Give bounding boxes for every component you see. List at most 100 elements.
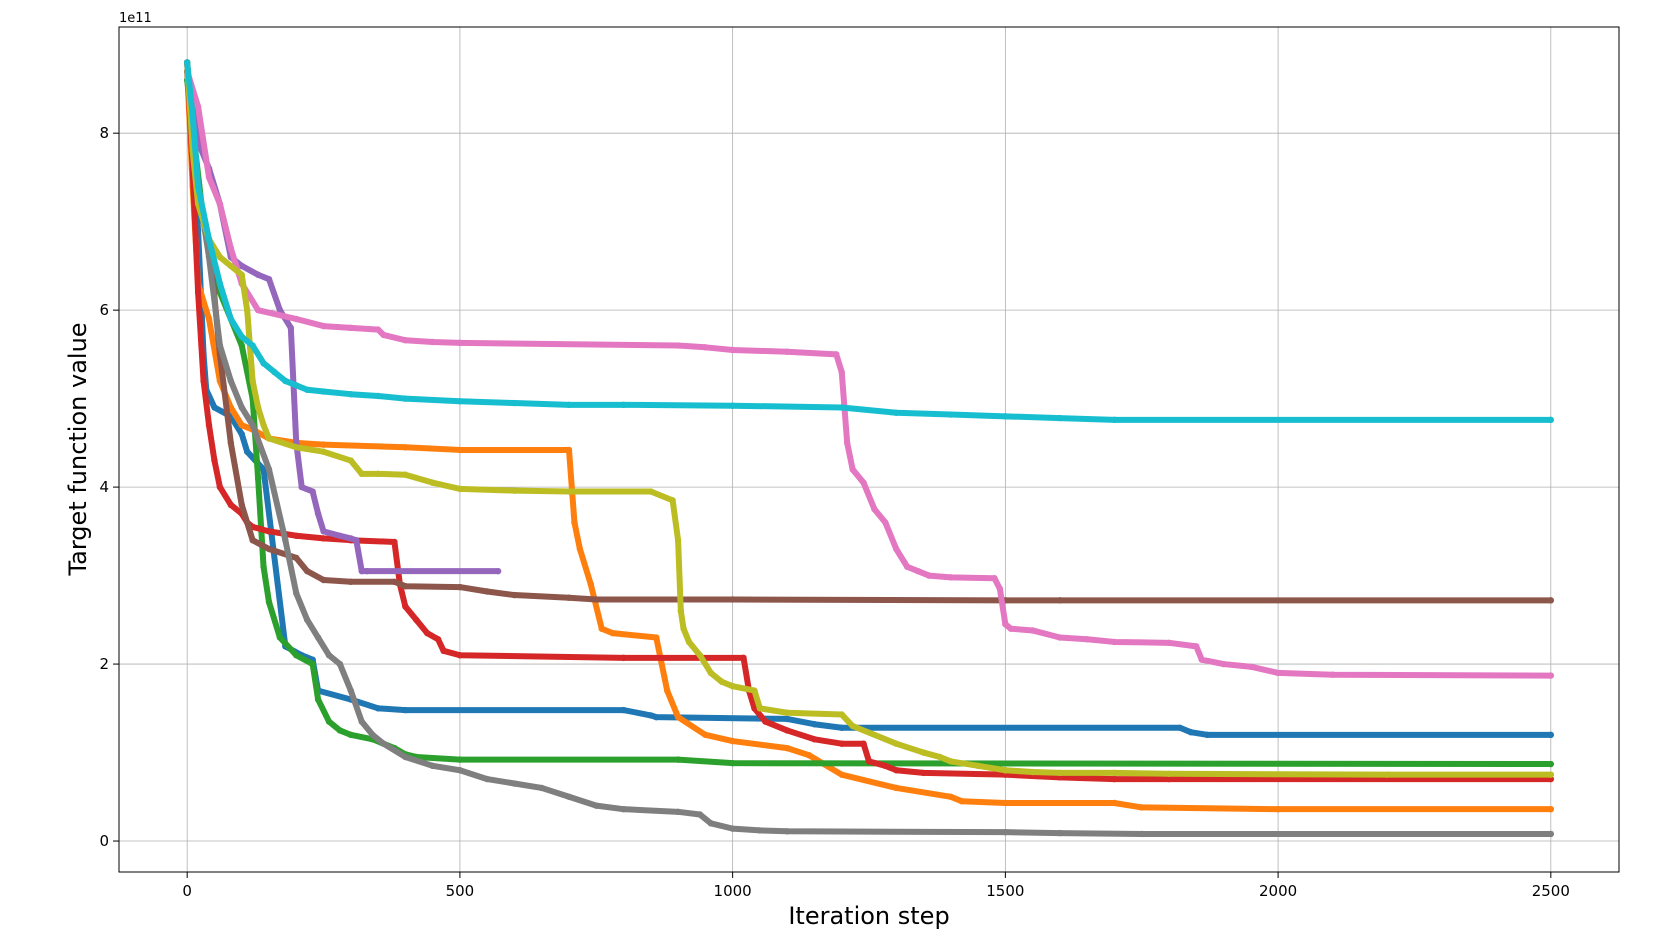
data-point <box>565 594 573 601</box>
data-point <box>1029 627 1036 634</box>
data-point <box>696 811 704 818</box>
data-point <box>903 563 911 570</box>
data-point <box>1203 731 1211 739</box>
data-point <box>1029 768 1036 776</box>
data-point <box>783 348 791 355</box>
data-point <box>1274 669 1282 677</box>
data-point <box>620 401 627 409</box>
data-point <box>783 828 791 835</box>
data-point <box>336 532 344 539</box>
x-tick-label: 500 <box>446 882 475 900</box>
data-point <box>483 588 491 595</box>
data-point <box>227 262 235 270</box>
data-point <box>843 439 851 447</box>
data-point <box>380 740 387 747</box>
data-point <box>1198 656 1205 663</box>
data-point <box>402 603 409 610</box>
data-point <box>647 712 655 719</box>
data-point <box>920 769 927 777</box>
data-point <box>1056 769 1064 777</box>
data-point <box>1056 829 1064 837</box>
data-point <box>287 324 295 332</box>
data-point <box>320 528 327 535</box>
data-point <box>347 687 355 694</box>
data-point <box>571 519 578 526</box>
data-point <box>216 253 224 261</box>
series-6 <box>183 59 1555 604</box>
data-point <box>325 718 333 725</box>
data-point <box>265 528 273 535</box>
data-point <box>265 466 273 473</box>
data-point <box>238 404 245 411</box>
data-point <box>1193 643 1200 650</box>
data-point <box>402 337 409 344</box>
data-point <box>838 404 845 411</box>
data-point <box>1111 638 1118 646</box>
data-point <box>320 448 327 455</box>
data-point <box>674 756 682 763</box>
data-point <box>674 342 682 349</box>
x-tick-label: 0 <box>182 882 192 900</box>
data-point <box>833 351 840 358</box>
data-point <box>838 724 845 731</box>
data-point <box>336 727 344 734</box>
data-point <box>293 315 300 323</box>
data-point <box>1547 830 1555 838</box>
data-point <box>838 711 845 718</box>
data-point <box>729 596 736 603</box>
data-point <box>293 590 300 597</box>
data-point <box>265 598 273 606</box>
data-point <box>996 585 1004 593</box>
data-point <box>947 758 955 765</box>
data-point <box>293 444 300 451</box>
data-point <box>293 652 300 659</box>
data-point <box>276 306 284 314</box>
data-point <box>456 583 464 591</box>
data-point <box>1247 663 1255 670</box>
data-point <box>1111 799 1118 807</box>
series-9 <box>183 59 1555 778</box>
data-point <box>674 808 682 816</box>
data-point <box>1547 597 1555 604</box>
data-point <box>751 705 758 712</box>
data-point <box>511 487 518 494</box>
data-point <box>211 404 218 411</box>
series-group <box>183 59 1555 838</box>
data-point <box>282 377 289 385</box>
data-point <box>353 536 360 544</box>
data-point <box>811 736 818 743</box>
data-point <box>674 536 682 544</box>
data-point <box>1002 767 1009 774</box>
data-point <box>293 532 300 539</box>
data-point <box>205 421 213 429</box>
data-point <box>1187 729 1195 736</box>
data-point <box>696 652 704 659</box>
data-point <box>920 749 927 756</box>
data-point <box>991 575 998 582</box>
data-point <box>249 377 256 385</box>
data-point <box>1138 804 1145 811</box>
data-point <box>947 574 955 581</box>
data-point <box>1002 799 1009 807</box>
x-tick-label: 1500 <box>986 882 1024 900</box>
data-point <box>680 625 687 632</box>
data-point <box>402 395 409 402</box>
data-point <box>565 401 573 409</box>
data-point <box>402 753 409 761</box>
data-point <box>677 607 685 615</box>
data-point <box>783 744 791 752</box>
data-point <box>298 483 305 491</box>
data-point <box>598 625 605 632</box>
data-point <box>205 236 213 243</box>
data-point <box>216 342 224 349</box>
data-point <box>293 382 300 389</box>
data-point <box>762 718 769 725</box>
x-tick-label: 2500 <box>1532 882 1570 900</box>
data-point <box>402 706 409 714</box>
data-point <box>238 342 245 349</box>
data-point <box>358 718 365 725</box>
data-point <box>483 775 491 783</box>
data-point <box>860 479 867 486</box>
data-point <box>620 654 627 662</box>
